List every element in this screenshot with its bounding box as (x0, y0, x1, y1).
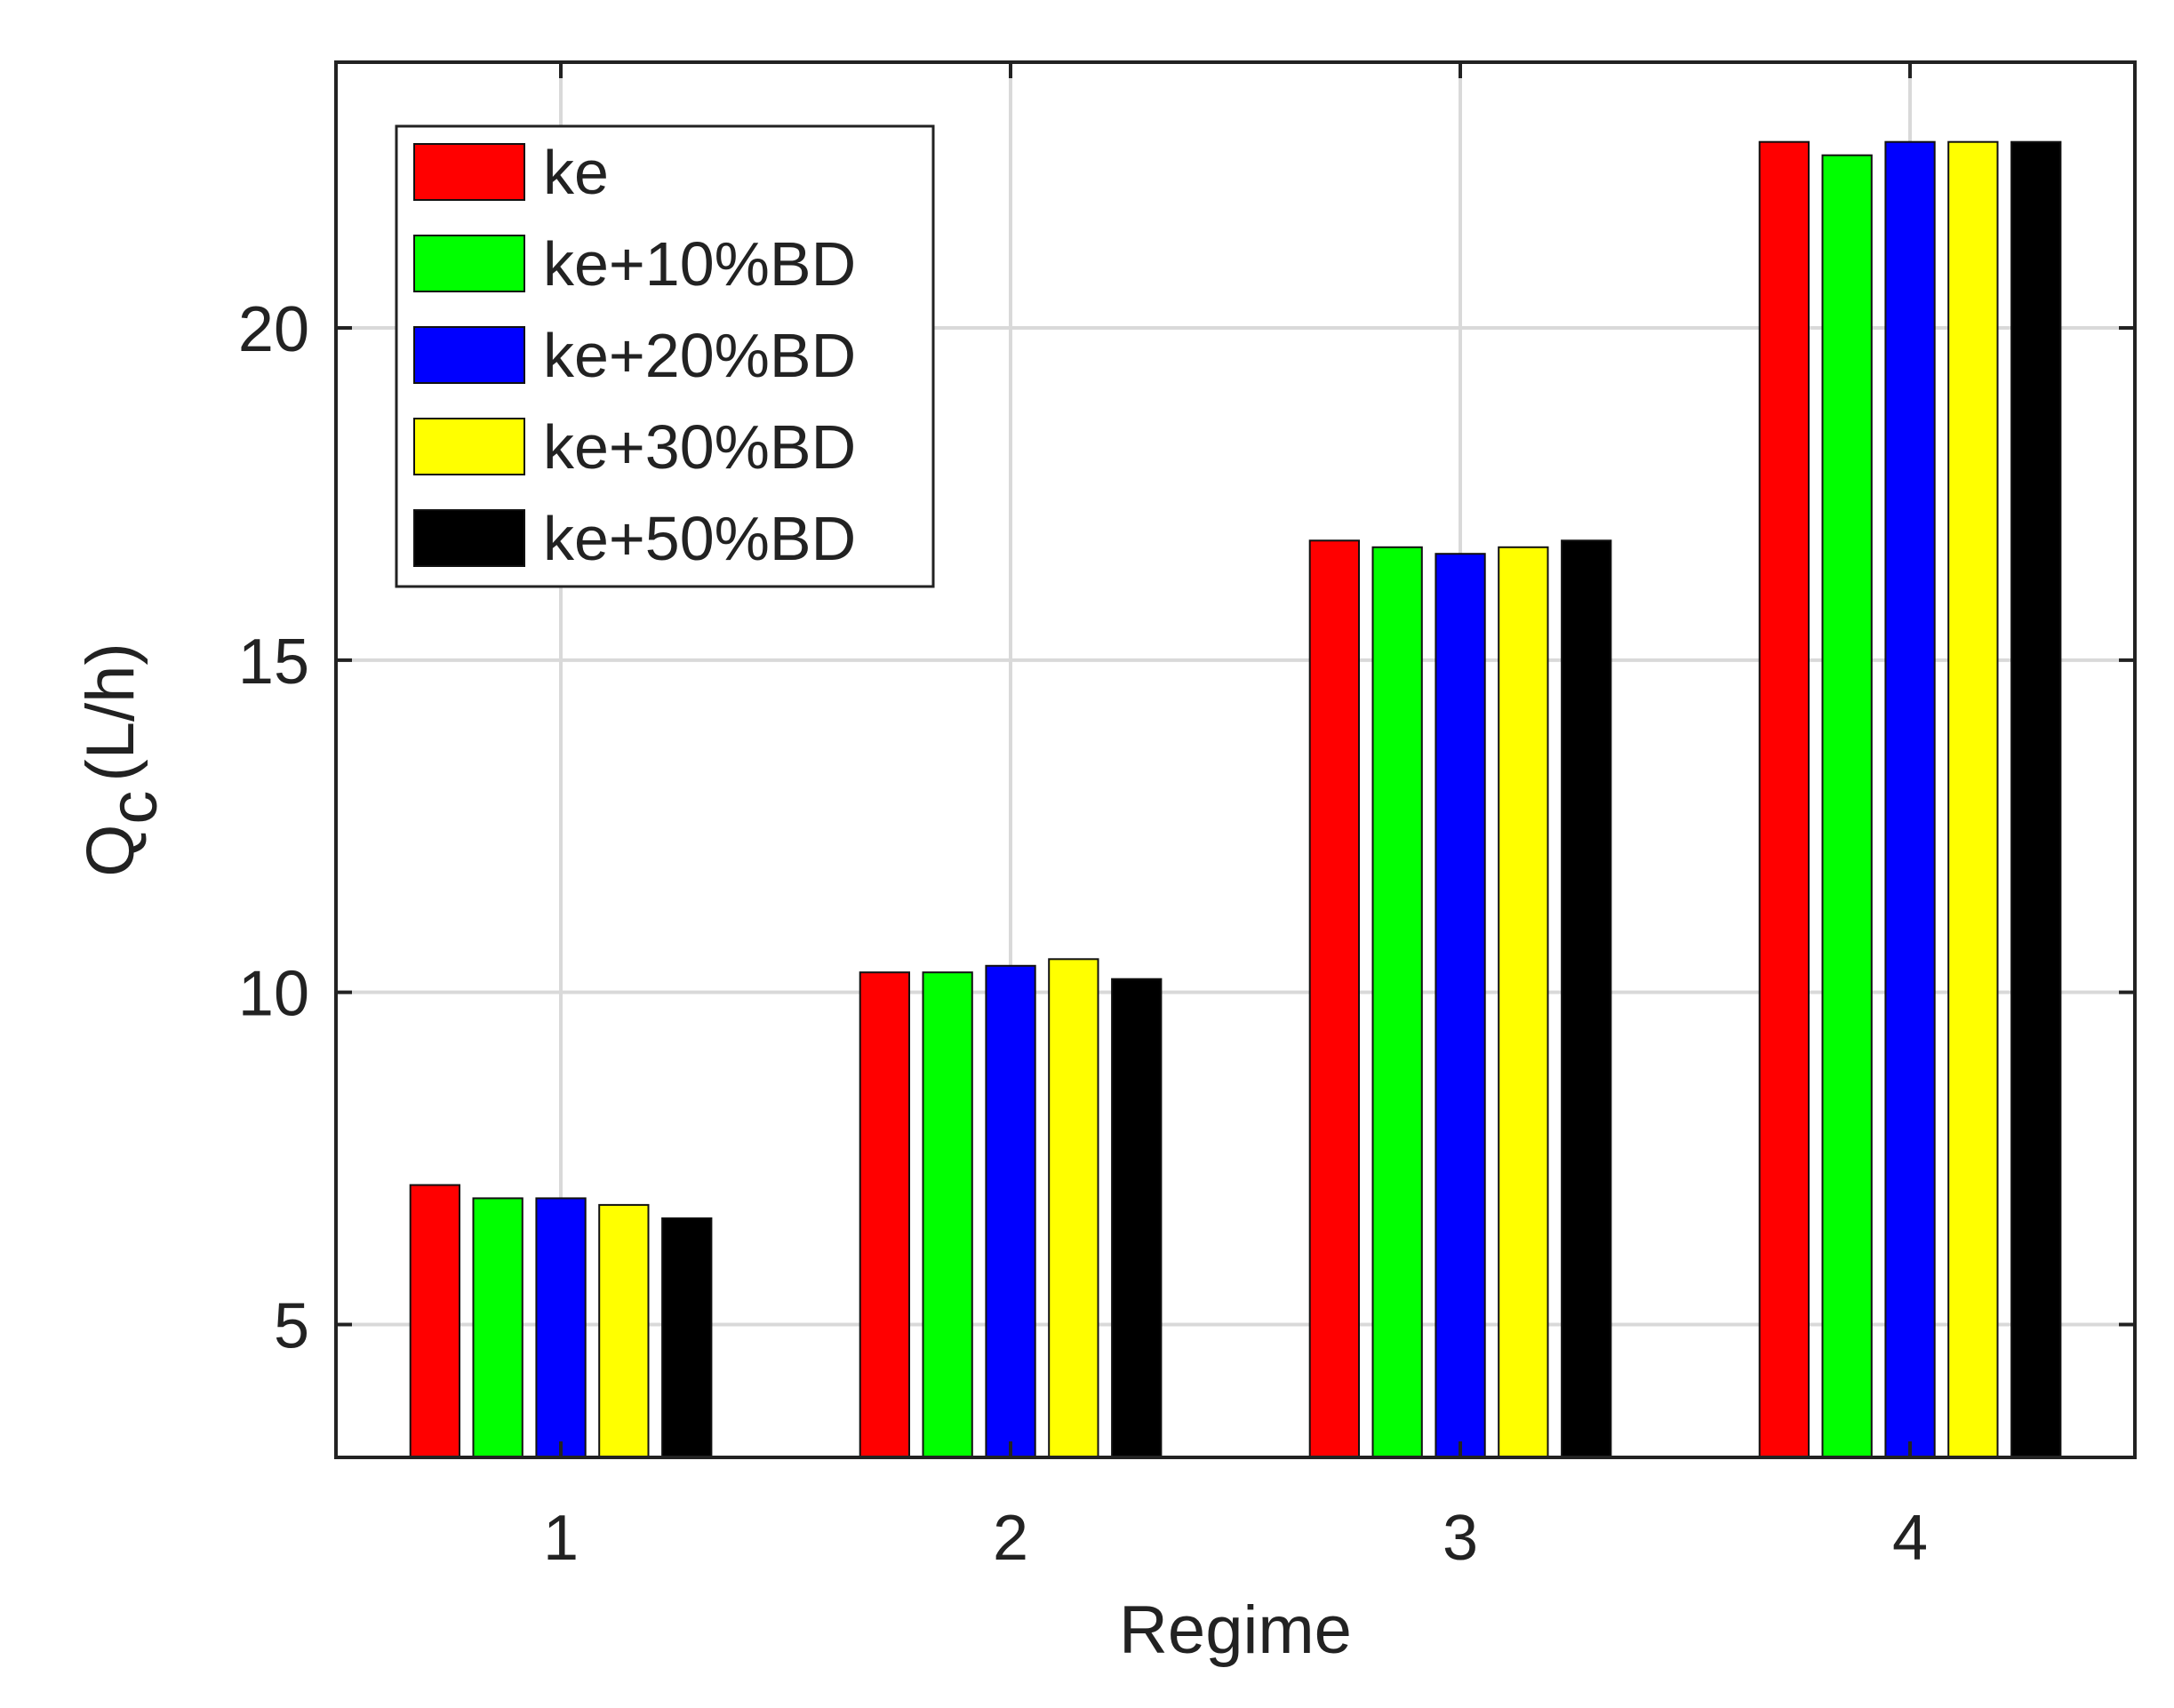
bar-ke+30%BD-regime-3 (1498, 546, 1549, 1458)
bar-ke+10%BD-regime-4 (1821, 154, 1873, 1459)
bar-ke+50%BD-regime-4 (2010, 140, 2062, 1459)
plot-frame (334, 60, 2137, 1459)
y-tick-label: 20 (238, 294, 309, 365)
bar-ke+30%BD-regime-1 (598, 1203, 650, 1459)
x-tick-label: 4 (1892, 1503, 1928, 1574)
x-tick-label: 1 (543, 1503, 579, 1574)
y-tick-label: 15 (238, 627, 309, 698)
bar-ke+50%BD-regime-3 (1561, 539, 1612, 1458)
bar-ke+20%BD-regime-4 (1884, 140, 1936, 1459)
bar-ke+10%BD-regime-1 (472, 1197, 524, 1459)
bar-ke-regime-4 (1758, 140, 1810, 1459)
axis-ticks (336, 62, 2135, 1457)
x-tick-labels: 1 2 3 4 (543, 1503, 1928, 1574)
y-tick-labels: 5 10 15 20 (238, 294, 309, 1361)
legend-label: ke+20%BD (543, 321, 856, 390)
y-axis-label: Qc (L/h) (73, 642, 172, 876)
bar-ke+50%BD-regime-2 (1111, 978, 1163, 1458)
legend-swatch (413, 235, 525, 292)
legend-label: ke+50%BD (543, 504, 856, 573)
bar-ke+10%BD-regime-3 (1371, 546, 1423, 1458)
legend-label: ke+30%BD (543, 412, 856, 482)
x-axis-label: Regime (1119, 1592, 1352, 1668)
legend-swatch (413, 326, 525, 384)
bar-ke+20%BD-regime-1 (535, 1197, 587, 1459)
bars (409, 140, 2062, 1459)
y-tick-label: 10 (238, 959, 309, 1030)
bar-ke+20%BD-regime-3 (1435, 553, 1486, 1458)
bar-ke-regime-1 (409, 1184, 461, 1458)
y-axis-label-unit: (L/h) (73, 642, 148, 781)
legend-swatch (413, 143, 525, 201)
bar-ke+30%BD-regime-2 (1048, 958, 1099, 1459)
x-tick-label: 2 (993, 1503, 1028, 1574)
bar-ke+30%BD-regime-4 (1947, 140, 1999, 1459)
bar-ke+10%BD-regime-2 (922, 971, 973, 1458)
x-tick-label: 3 (1443, 1503, 1478, 1574)
legend: ke ke+10%BD ke+20%BD ke+30%BD ke+50%BD (395, 124, 935, 588)
bar-ke+50%BD-regime-1 (661, 1217, 713, 1459)
y-axis-label-main: Q (73, 825, 148, 877)
bar-ke+20%BD-regime-2 (985, 964, 1036, 1459)
legend-label: ke+10%BD (543, 229, 856, 299)
legend-label: ke (543, 138, 609, 207)
y-axis-label-subscript: c (96, 791, 172, 825)
legend-swatch (413, 418, 525, 475)
bar-ke-regime-2 (859, 971, 911, 1458)
bar-ke-regime-3 (1308, 539, 1360, 1458)
legend-swatch (413, 509, 525, 567)
y-tick-label: 5 (274, 1290, 309, 1361)
